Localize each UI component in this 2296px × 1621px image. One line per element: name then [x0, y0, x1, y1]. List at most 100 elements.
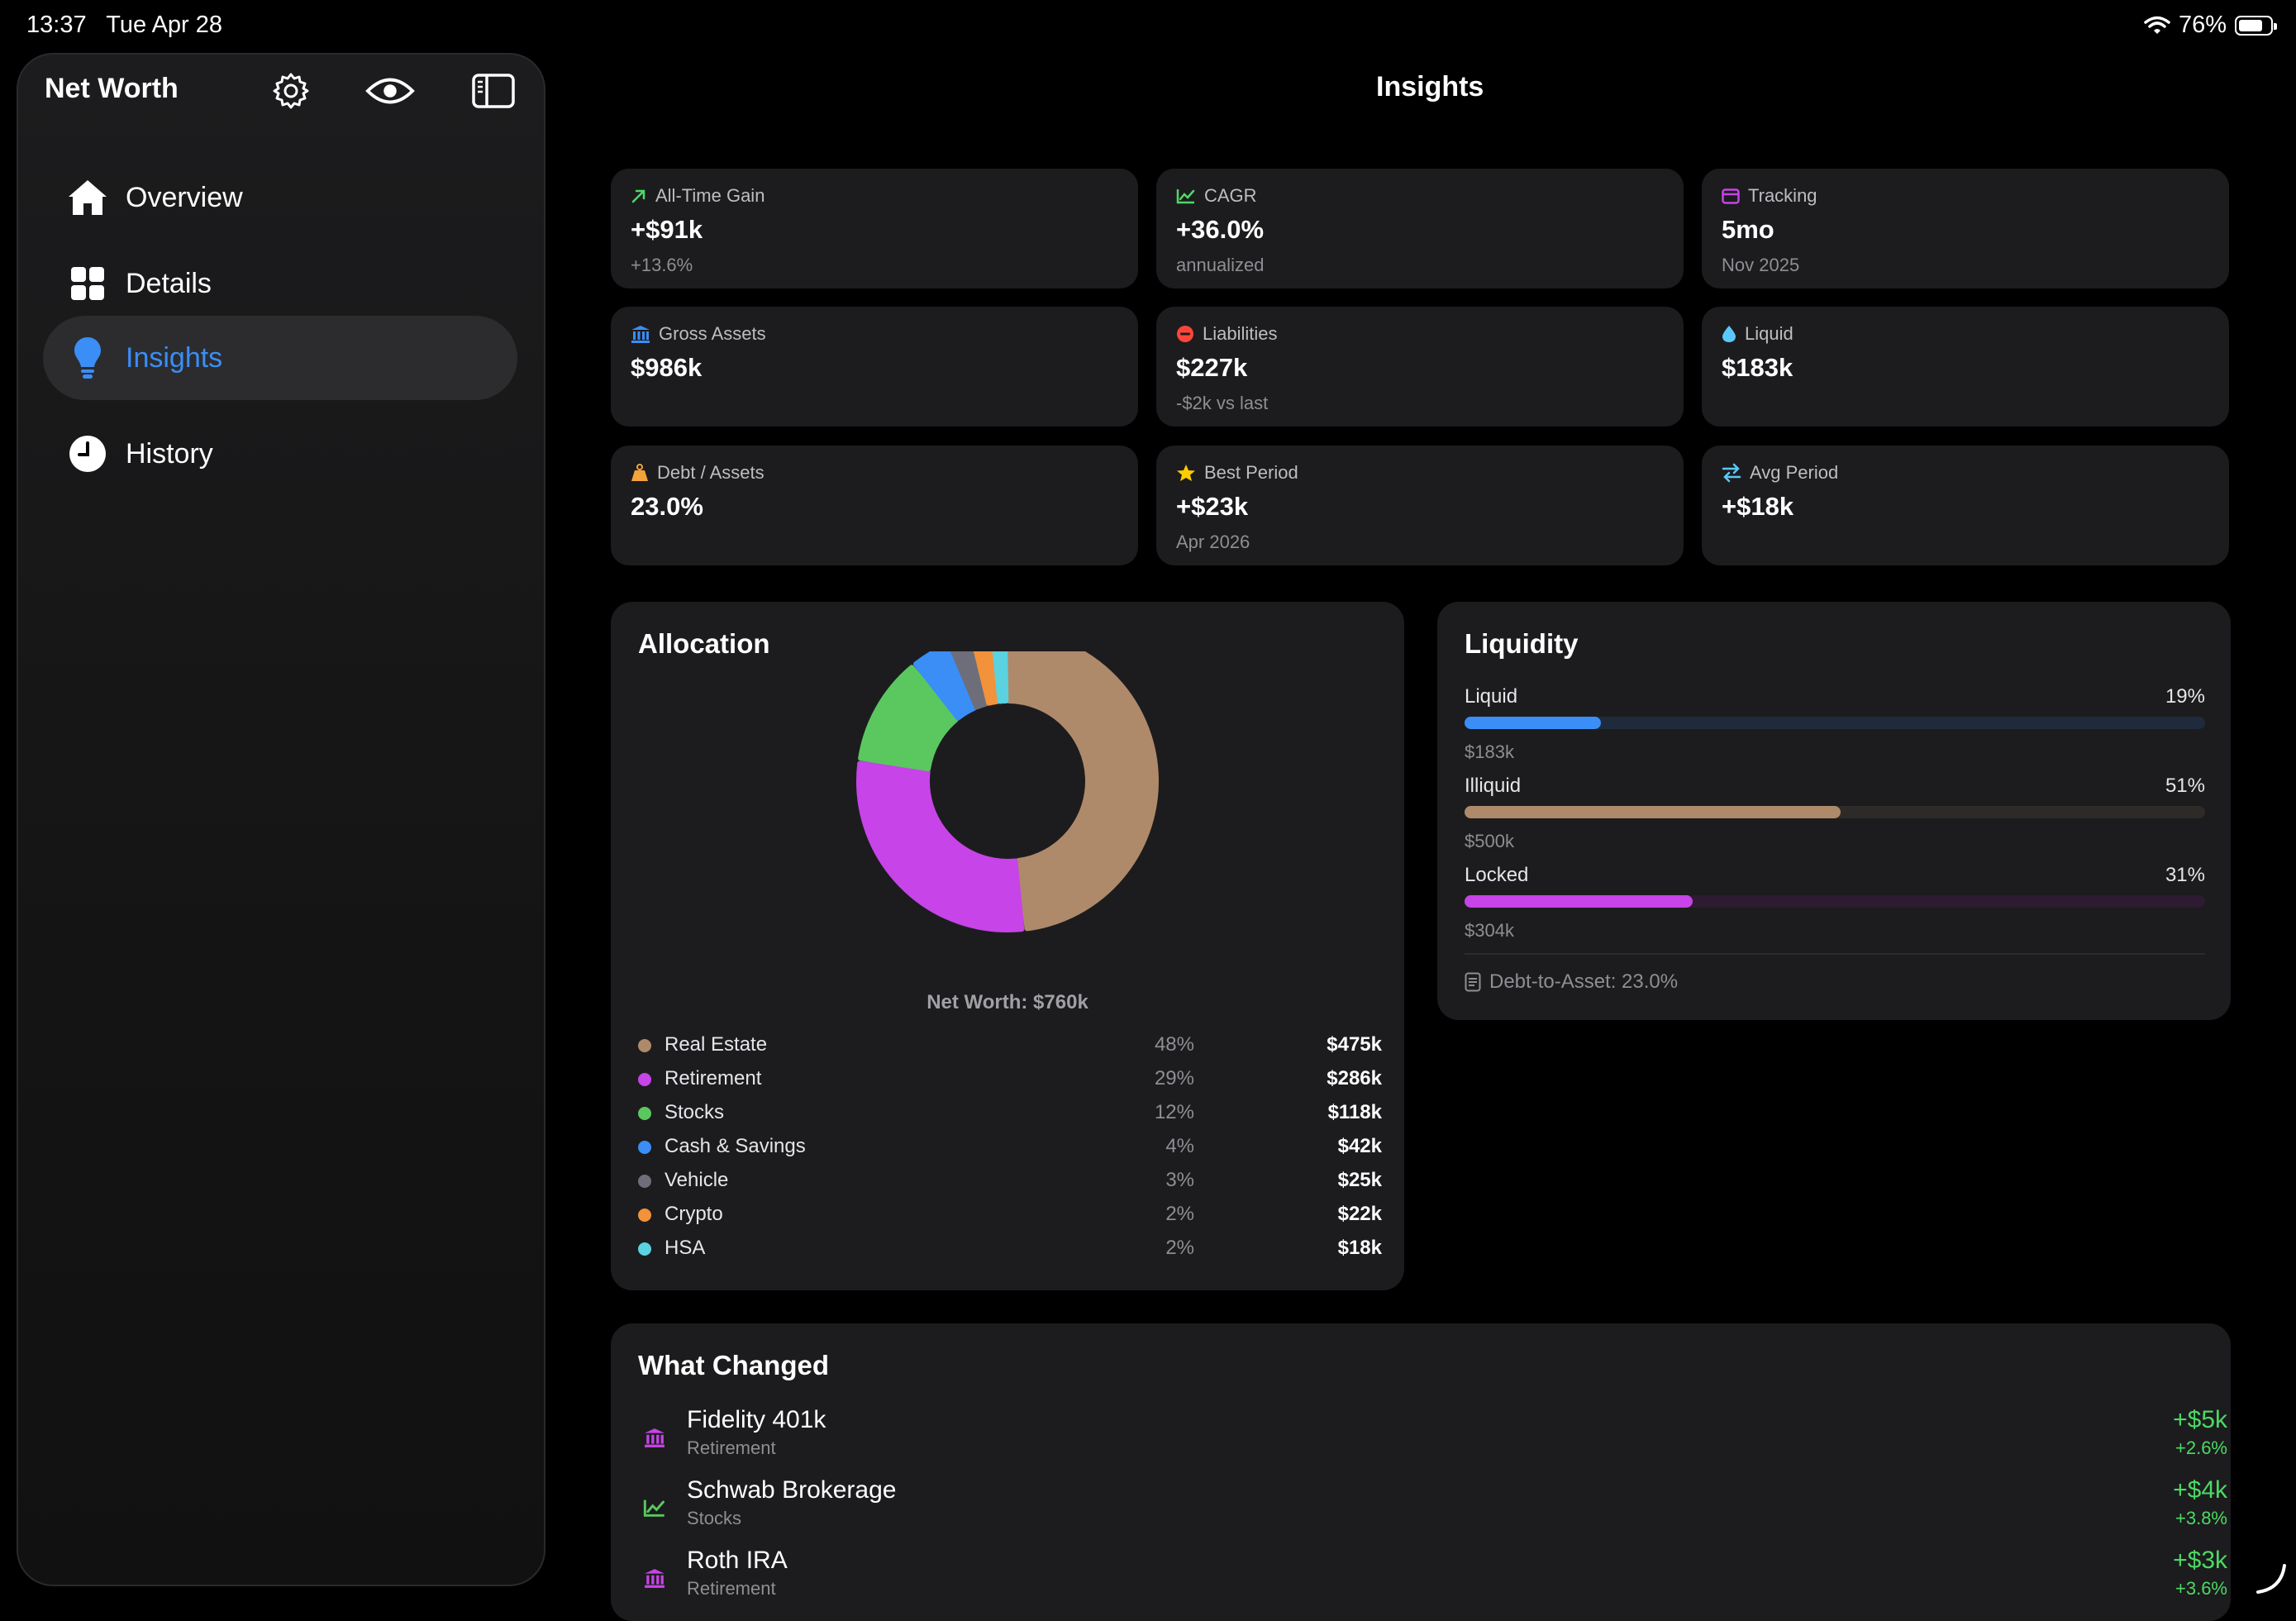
legend-row-cash-savings[interactable]: Cash & Savings 4% $42k: [638, 1130, 1382, 1163]
stat-value: $986k: [631, 353, 703, 382]
privacy-toggle-button[interactable]: [365, 66, 415, 116]
donut-slice-vehicle[interactable]: [950, 651, 988, 710]
stat-header: Liquid: [1722, 323, 1793, 345]
stat-card-liquid[interactable]: Liquid $183k: [1702, 307, 2229, 427]
change-row-fidelity-401k[interactable]: Fidelity 401k Retirement +$5k +2.6%: [638, 1406, 2227, 1472]
bank-icon: [631, 326, 650, 343]
legend-value: $475k: [1327, 1033, 1382, 1056]
sidebar-item-details[interactable]: Details: [43, 241, 517, 326]
liquidity-label: Locked: [1465, 864, 1529, 886]
stat-card-tracking[interactable]: Tracking 5mo Nov 2025: [1702, 169, 2229, 288]
legend-dot: [638, 1209, 651, 1222]
lightbulb-icon: [66, 336, 109, 379]
legend-row-crypto[interactable]: Crypto 2% $22k: [638, 1198, 1382, 1231]
status-date: Tue Apr 28: [106, 12, 223, 38]
liquidity-bar-track: [1465, 717, 2205, 729]
battery-icon: [2235, 15, 2277, 36]
stat-label: Gross Assets: [659, 323, 766, 344]
liquidity-percent: 19%: [2165, 685, 2205, 708]
change-category: Stocks: [687, 1508, 742, 1528]
liquidity-percent: 31%: [2165, 864, 2205, 886]
net-worth-label: Net Worth: $760k: [926, 991, 1088, 1013]
stat-card-best-period[interactable]: Best Period +$23k Apr 2026: [1156, 446, 1684, 565]
debt-to-asset-footer: Debt-to-Asset: 23.0%: [1465, 970, 1678, 994]
stat-sub: Nov 2025: [1722, 255, 1800, 275]
legend-name: Stocks: [665, 1101, 725, 1123]
allocation-donut-chart: [856, 651, 1159, 932]
liquidity-label: Liquid: [1465, 685, 1518, 708]
scroll-indicator-icon: [2256, 1564, 2286, 1594]
sidebar: Net Worth Overview: [17, 53, 545, 1586]
stat-value: $227k: [1176, 353, 1248, 382]
stat-card-debt-assets[interactable]: Debt / Assets 23.0%: [611, 446, 1138, 565]
status-bar: 13:37 Tue Apr 28 76%: [0, 0, 2296, 50]
document-icon: [1465, 972, 1481, 992]
bank-icon: [638, 1561, 671, 1595]
liquidity-panel: Liquidity Liquid 19% $183k Illiquid 51% …: [1437, 602, 2231, 1020]
legend-row-vehicle[interactable]: Vehicle 3% $25k: [638, 1164, 1382, 1197]
donut-slice-crypto[interactable]: [973, 651, 1000, 706]
arrow-up-right-icon: [631, 189, 645, 203]
legend-name: HSA: [665, 1237, 706, 1259]
sidebar-item-insights[interactable]: Insights: [43, 316, 517, 400]
stat-value: +36.0%: [1176, 215, 1265, 244]
stat-label: CAGR: [1204, 185, 1257, 206]
weight-icon: [631, 464, 648, 481]
liquidity-bar-fill: [1465, 806, 1841, 818]
legend-percent: 12%: [1154, 1101, 1194, 1123]
eye-icon: [365, 78, 415, 104]
liquidity-bar-fill: [1465, 895, 1693, 908]
stat-card-cagr[interactable]: CAGR +36.0% annualized: [1156, 169, 1684, 288]
battery-percent: 76%: [2178, 12, 2227, 38]
stat-sub: -$2k vs last: [1176, 393, 1269, 413]
donut-slice-retirement[interactable]: [856, 760, 1025, 932]
donut-slice-stocks[interactable]: [858, 665, 959, 772]
stat-header: Best Period: [1176, 462, 1298, 484]
legend-row-real-estate[interactable]: Real Estate 48% $475k: [638, 1028, 1382, 1061]
status-time-date: 13:37 Tue Apr 28: [26, 12, 222, 39]
sidebar-item-history[interactable]: History: [43, 412, 517, 496]
stat-card-avg-period[interactable]: Avg Period +$18k: [1702, 446, 2229, 565]
legend-row-hsa[interactable]: HSA 2% $18k: [638, 1232, 1382, 1265]
change-delta: +$4k: [2173, 1476, 2227, 1504]
stat-header: Gross Assets: [631, 323, 766, 345]
sidebar-item-label: History: [126, 437, 213, 470]
settings-button[interactable]: [266, 66, 316, 116]
stat-label: Liabilities: [1203, 323, 1278, 344]
page-title: Insights: [1376, 71, 1484, 103]
drop-icon: [1722, 326, 1736, 342]
legend-percent: 4%: [1165, 1135, 1194, 1157]
chart-line-icon: [638, 1491, 671, 1524]
liquidity-percent: 51%: [2165, 775, 2205, 797]
legend-row-stocks[interactable]: Stocks 12% $118k: [638, 1096, 1382, 1129]
change-delta: +$5k: [2173, 1406, 2227, 1433]
legend-value: $286k: [1327, 1067, 1382, 1089]
stat-header: All-Time Gain: [631, 185, 765, 207]
stat-card-liabilities[interactable]: Liabilities $227k -$2k vs last: [1156, 307, 1684, 427]
star-icon: [1177, 465, 1195, 481]
legend-value: $22k: [1337, 1203, 1382, 1225]
toggle-sidebar-button[interactable]: [469, 66, 518, 116]
donut-slice-real-estate[interactable]: [1006, 651, 1159, 932]
stat-value: +$23k: [1176, 492, 1249, 521]
liquidity-label: Illiquid: [1465, 775, 1522, 797]
stat-header: Avg Period: [1722, 462, 1838, 484]
donut-slice-hsa[interactable]: [992, 651, 1009, 704]
stat-value: +$18k: [1722, 492, 1794, 521]
bank-icon: [638, 1421, 671, 1454]
legend-percent: 29%: [1154, 1067, 1194, 1089]
liquidity-bar-track: [1465, 806, 2205, 818]
legend-row-retirement[interactable]: Retirement 29% $286k: [638, 1062, 1382, 1095]
change-row-schwab-brokerage[interactable]: Schwab Brokerage Stocks +$4k +3.8%: [638, 1476, 2227, 1542]
donut-slice-cash-savings[interactable]: [913, 651, 977, 721]
divider: [1465, 953, 2205, 955]
sidebar-item-label: Overview: [126, 181, 243, 213]
stat-card-all-time-gain[interactable]: All-Time Gain +$91k +13.6%: [611, 169, 1138, 288]
stat-sub: Apr 2026: [1176, 532, 1250, 552]
stat-value: 23.0%: [631, 492, 703, 521]
change-row-roth-ira[interactable]: Roth IRA Retirement +$3k +3.6%: [638, 1547, 2227, 1613]
status-time: 13:37: [26, 12, 87, 38]
debt-to-asset-text: Debt-to-Asset: 23.0%: [1489, 970, 1679, 993]
stat-card-gross-assets[interactable]: Gross Assets $986k: [611, 307, 1138, 427]
sidebar-item-overview[interactable]: Overview: [43, 155, 517, 240]
